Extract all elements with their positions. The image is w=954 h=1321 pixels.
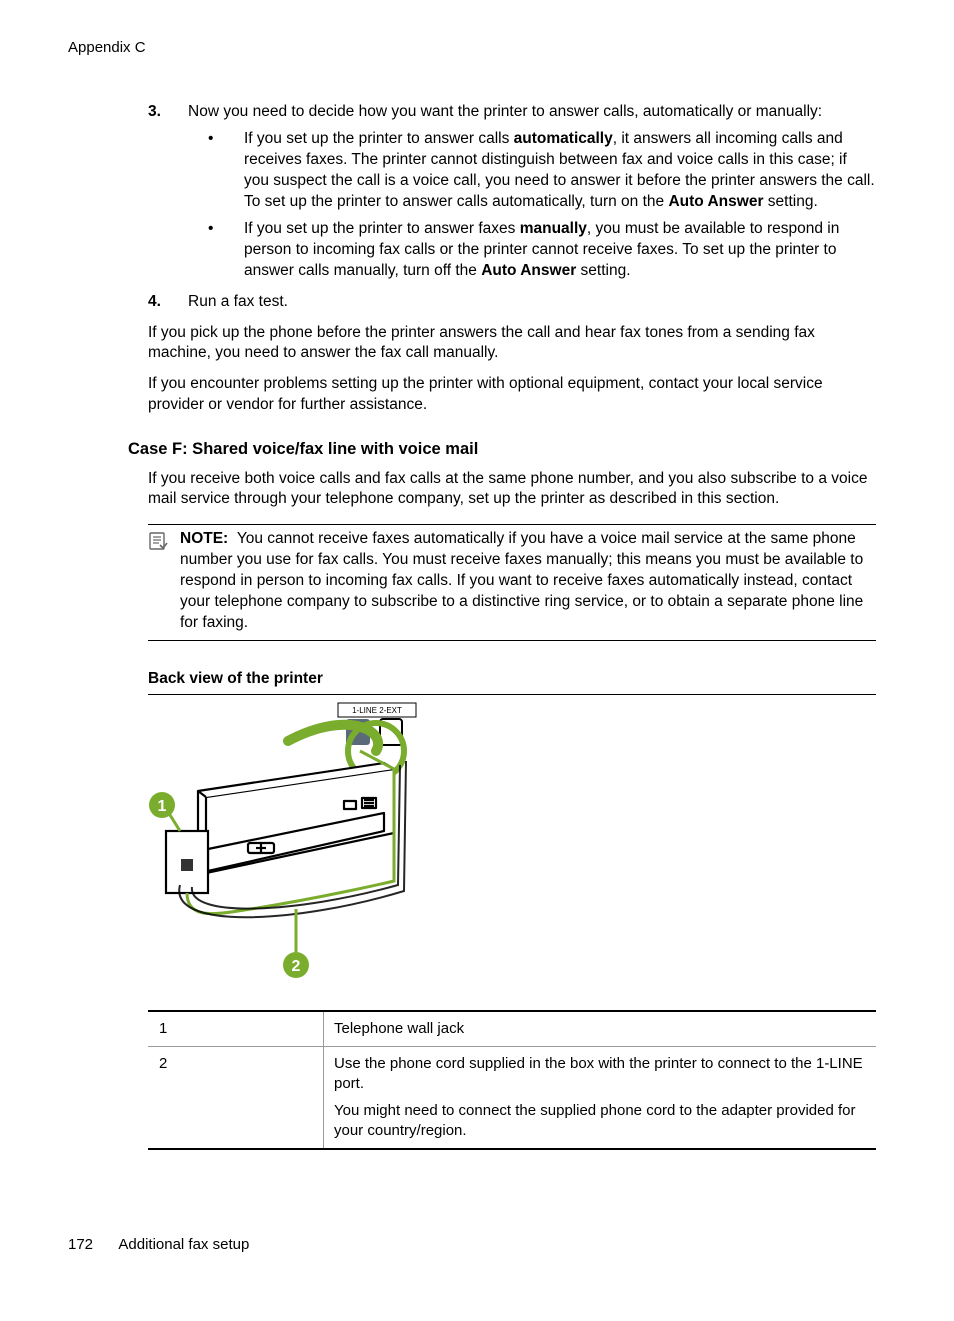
- page-footer: 172 Additional fax setup: [68, 1235, 249, 1255]
- table-row: 1 Telephone wall jack: [149, 1011, 877, 1047]
- bullet-item: • If you set up the printer to answer ca…: [188, 129, 876, 213]
- step-4: 4. Run a fax test.: [148, 292, 876, 313]
- paragraph: If you pick up the phone before the prin…: [148, 323, 876, 365]
- case-f-intro: If you receive both voice calls and fax …: [148, 469, 876, 511]
- cell-para: You might need to connect the supplied p…: [334, 1101, 866, 1142]
- note-label: NOTE:: [180, 530, 228, 547]
- bold: automatically: [514, 130, 613, 147]
- printer-diagram: 1-LINE 2-EXT: [148, 695, 876, 1002]
- step-number: 4.: [148, 292, 188, 313]
- svg-text:2: 2: [292, 958, 301, 975]
- note-icon: [148, 529, 180, 634]
- bold: Auto Answer: [481, 262, 576, 279]
- row-text: Telephone wall jack: [324, 1011, 877, 1047]
- step-3: 3. Now you need to decide how you want t…: [148, 102, 876, 287]
- appendix-label: Appendix C: [68, 38, 886, 58]
- bullet-item: • If you set up the printer to answer fa…: [188, 219, 876, 282]
- svg-text:1: 1: [158, 798, 167, 815]
- row-num: 1: [149, 1011, 324, 1047]
- bullet-list: • If you set up the printer to answer ca…: [188, 129, 876, 281]
- text: setting.: [763, 193, 817, 210]
- back-view-heading: Back view of the printer: [148, 669, 876, 695]
- text: If you set up the printer to answer faxe…: [244, 220, 520, 237]
- step-body: Now you need to decide how you want the …: [188, 102, 876, 287]
- text: If you set up the printer to answer call…: [244, 130, 514, 147]
- step-number: 3.: [148, 102, 188, 287]
- footer-title: Additional fax setup: [118, 1236, 249, 1253]
- step3-intro: Now you need to decide how you want the …: [188, 103, 822, 120]
- row-num: 2: [149, 1047, 324, 1150]
- cell-para: Use the phone cord supplied in the box w…: [334, 1054, 866, 1095]
- port-labels: 1-LINE 2-EXT: [352, 706, 402, 715]
- ports-table: 1 Telephone wall jack 2 Use the phone co…: [148, 1010, 876, 1150]
- table-row: 2 Use the phone cord supplied in the box…: [149, 1047, 877, 1150]
- bullet-text: If you set up the printer to answer faxe…: [244, 219, 876, 282]
- bold: Auto Answer: [668, 193, 763, 210]
- row-text: Use the phone cord supplied in the box w…: [324, 1047, 877, 1150]
- step-body: Run a fax test.: [188, 292, 876, 313]
- bullet-mark: •: [202, 219, 244, 282]
- page-number: 172: [68, 1236, 93, 1253]
- paragraph: If you encounter problems setting up the…: [148, 374, 876, 416]
- case-f-heading: Case F: Shared voice/fax line with voice…: [128, 438, 876, 460]
- main-content: 3. Now you need to decide how you want t…: [68, 102, 886, 1150]
- bullet-text: If you set up the printer to answer call…: [244, 129, 876, 213]
- note-text: NOTE: You cannot receive faxes automatic…: [180, 529, 876, 634]
- note-box: NOTE: You cannot receive faxes automatic…: [148, 524, 876, 641]
- bold: manually: [520, 220, 587, 237]
- note-body: You cannot receive faxes automatically i…: [180, 530, 863, 631]
- text: setting.: [576, 262, 630, 279]
- bullet-mark: •: [202, 129, 244, 213]
